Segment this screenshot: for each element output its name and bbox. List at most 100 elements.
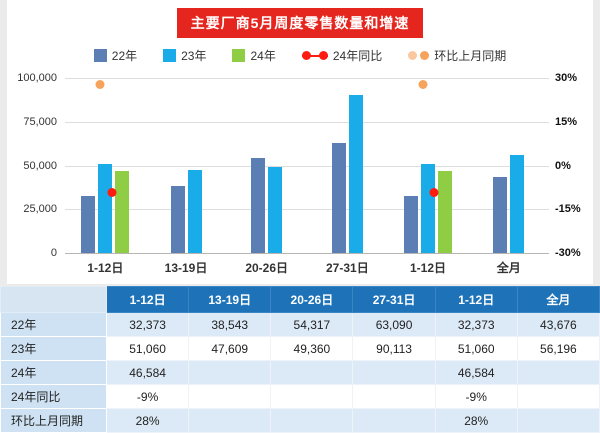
x-axis-label: 全月 bbox=[496, 261, 521, 275]
bar-23年 bbox=[510, 154, 525, 253]
y-left-tick: 0 bbox=[50, 247, 57, 259]
bar-group-1-12日 bbox=[65, 78, 146, 253]
y-left-tick: 75,000 bbox=[23, 115, 57, 128]
legend-marker-23年 bbox=[163, 49, 177, 62]
table-cell: 54,317 bbox=[270, 312, 354, 337]
gridline bbox=[65, 121, 549, 123]
table-cell: 32,373 bbox=[105, 312, 190, 337]
table-cell: 51,060 bbox=[434, 336, 518, 361]
bar-22年 bbox=[331, 142, 346, 253]
table-header: 1-12日 13-19日 20-26日 27-31日 1-12日 全月 bbox=[0, 286, 600, 313]
table-cell: 43,676 bbox=[516, 312, 600, 337]
table-cell: 28% bbox=[434, 408, 518, 433]
y-left-tick: 100,000 bbox=[17, 72, 57, 84]
table-column-header: 1-12日 bbox=[105, 286, 190, 313]
table-cell: 49,360 bbox=[270, 336, 354, 361]
bar-group-1-12日 bbox=[388, 78, 469, 253]
bar-group-13-19日 bbox=[146, 78, 227, 253]
bar-23年 bbox=[98, 163, 113, 253]
bar-groups bbox=[65, 78, 549, 253]
gridline bbox=[65, 209, 549, 211]
y-right-tick: 0% bbox=[555, 159, 571, 172]
table-cell: 47,609 bbox=[188, 336, 272, 361]
y-left-tick: 25,000 bbox=[23, 203, 57, 216]
legend-item-22年[interactable]: 22年 bbox=[93, 47, 138, 64]
dot-24年同比 bbox=[429, 187, 439, 197]
table-row: 23年 51,060 47,609 49,360 90,113 51,060 56,196 bbox=[0, 336, 600, 361]
dot-环比上月同期 bbox=[95, 79, 105, 89]
legend-label: 22年 bbox=[111, 49, 138, 63]
legend-marker-24年同比 bbox=[301, 51, 328, 60]
table-column-header: 13-19日 bbox=[188, 286, 272, 313]
legend-label: 环比上月同期 bbox=[434, 49, 507, 63]
table-cell bbox=[270, 360, 354, 385]
table-cell: 32,373 bbox=[434, 312, 518, 337]
bar-23年 bbox=[348, 95, 363, 253]
bar-23年 bbox=[187, 169, 202, 253]
table-cell: 90,113 bbox=[352, 336, 436, 361]
table-row: 22年 32,373 38,543 54,317 63,090 32,373 43,676 bbox=[0, 312, 600, 337]
table-cell: 56,196 bbox=[516, 336, 600, 361]
table-cell: 63,090 bbox=[352, 312, 436, 337]
gridline bbox=[65, 78, 549, 79]
table-cell bbox=[352, 384, 436, 409]
table-cell bbox=[270, 384, 354, 409]
x-axis-label: 1-12日 bbox=[87, 261, 124, 275]
y-axis-left: 100,000 75,000 50,000 25,000 0 bbox=[9, 72, 65, 259]
bar-24年 bbox=[115, 171, 130, 253]
table-row-label: 24年同比 bbox=[0, 384, 107, 409]
data-table: 1-12日 13-19日 20-26日 27-31日 1-12日 全月 22年 32,373… bbox=[0, 286, 600, 433]
legend-item-环比上月同期[interactable]: 环比上月同期 bbox=[408, 47, 506, 64]
table-cell bbox=[352, 360, 436, 385]
bar-22年 bbox=[170, 185, 185, 253]
x-axis-label: 27-31日 bbox=[326, 261, 369, 275]
x-axis-label: 20-26日 bbox=[245, 261, 289, 275]
table-cell bbox=[188, 408, 272, 433]
legend-item-23年[interactable]: 23年 bbox=[163, 47, 206, 64]
title-row: 主要厂商5月周度零售数量和增速 bbox=[9, 8, 591, 38]
chart-card: 主要厂商5月周度零售数量和增速 22年 23年 24年 24年同比 环比上月同期 100… bbox=[7, 0, 593, 284]
dot-24年同比 bbox=[107, 187, 117, 197]
legend-label: 23年 bbox=[181, 49, 207, 63]
gridline bbox=[65, 253, 549, 254]
table-column-header: 27-31日 bbox=[352, 286, 436, 313]
table-row: 24年同比 -9% -9% bbox=[0, 384, 600, 409]
plot-canvas bbox=[65, 78, 549, 254]
y-right-tick: 15% bbox=[555, 115, 578, 128]
y-right-tick: -30% bbox=[555, 247, 581, 259]
gridline bbox=[65, 165, 549, 167]
bar-22年 bbox=[81, 196, 96, 253]
legend-label: 24年同比 bbox=[332, 49, 383, 63]
table-column-header: 20-26日 bbox=[270, 286, 354, 313]
table-cell bbox=[516, 384, 600, 409]
bar-23年 bbox=[268, 166, 283, 253]
y-right-tick: -15% bbox=[555, 203, 581, 216]
table-row: 环比上月同期 28% 28% bbox=[0, 408, 600, 433]
bar-group-27-31日 bbox=[307, 78, 388, 253]
bar-22年 bbox=[251, 157, 266, 253]
legend-marker-22年 bbox=[93, 49, 107, 62]
table-column-header: 1-12日 bbox=[434, 286, 518, 313]
y-left-tick: 50,000 bbox=[23, 159, 57, 172]
table-cell: 51,060 bbox=[105, 336, 190, 361]
bar-group-20-26日 bbox=[226, 78, 307, 253]
table-cell bbox=[352, 408, 436, 433]
table-cell bbox=[270, 408, 354, 433]
x-axis-label: 1-12日 bbox=[410, 261, 447, 275]
table-cell: -9% bbox=[105, 384, 190, 409]
table-corner-cell bbox=[0, 286, 107, 313]
bar-23年 bbox=[421, 163, 436, 253]
legend-marker-24年 bbox=[232, 49, 246, 62]
table-cell bbox=[516, 408, 600, 433]
chart-legend: 22年 23年 24年 24年同比 环比上月同期 bbox=[9, 47, 591, 64]
table-row-label: 24年 bbox=[0, 360, 107, 385]
chart-title: 主要厂商5月周度零售数量和增速 bbox=[176, 8, 424, 38]
table-cell bbox=[188, 360, 272, 385]
x-axis: 1-12日 13-19日 20-26日 27-31日 1-12日 全月 bbox=[65, 259, 549, 276]
legend-item-24年[interactable]: 24年 bbox=[232, 47, 276, 64]
table-cell: 46,584 bbox=[105, 360, 190, 385]
legend-item-24年同比[interactable]: 24年同比 bbox=[301, 47, 383, 64]
x-axis-label: 13-19日 bbox=[164, 261, 208, 275]
table-row-label: 23年 bbox=[0, 336, 107, 361]
legend-marker-环比上月同期 bbox=[408, 51, 430, 60]
